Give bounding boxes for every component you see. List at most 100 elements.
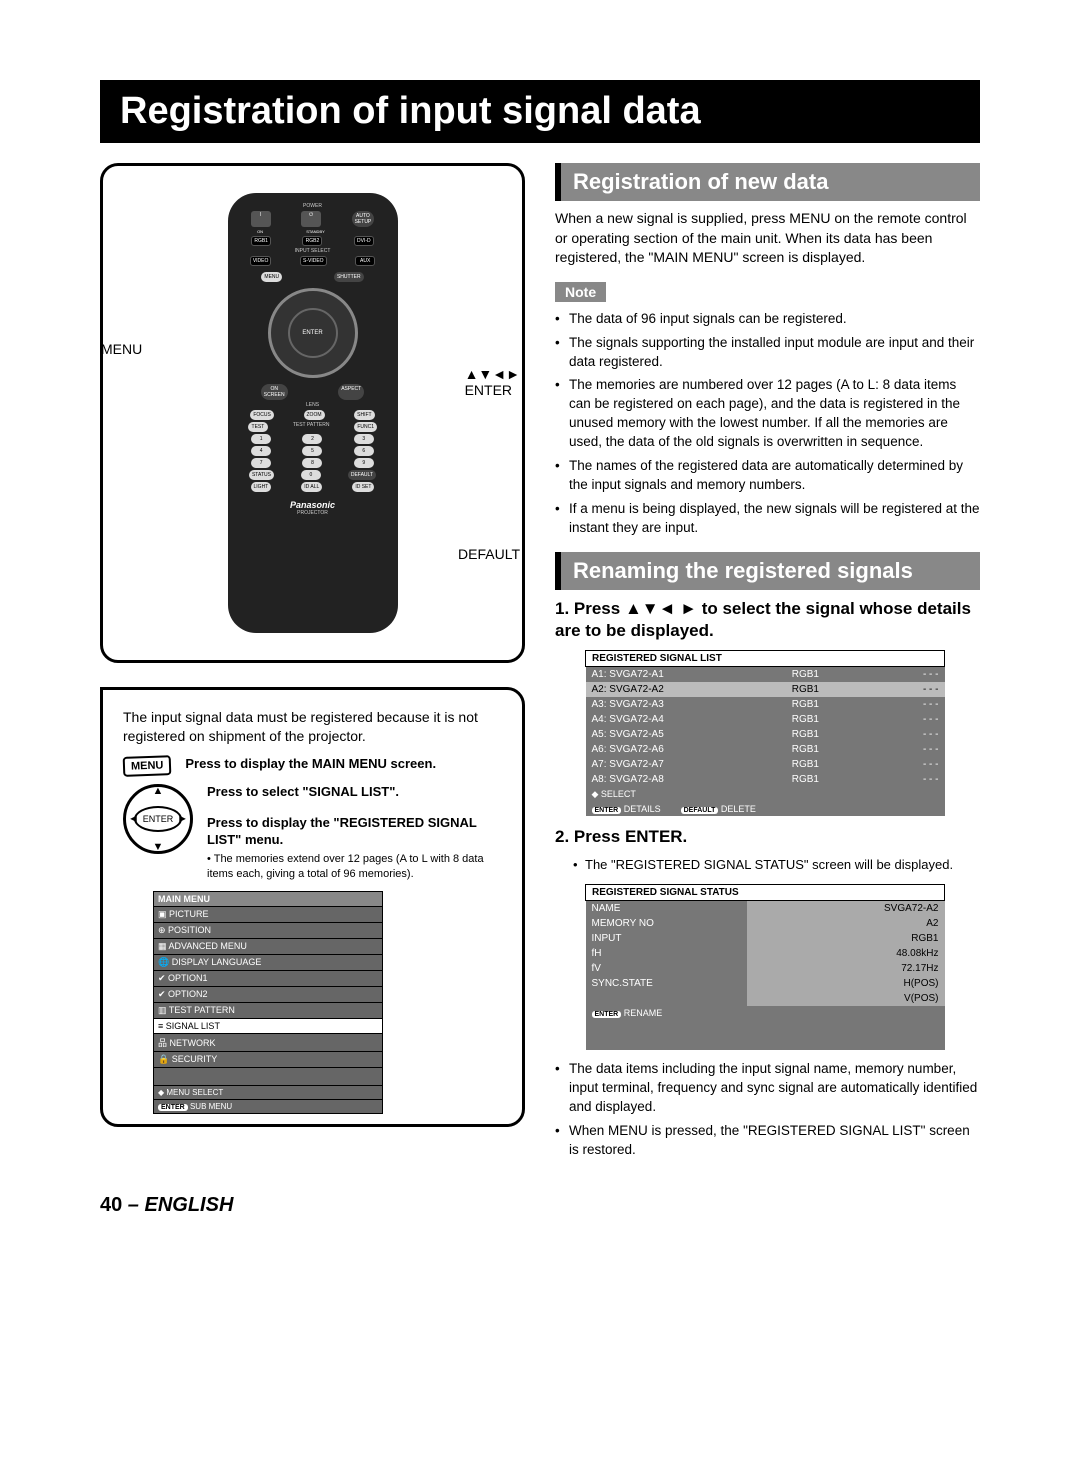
num-4: 4 (251, 446, 271, 456)
main-menu-item: 🌐 DISPLAY LANGUAGE (154, 955, 383, 971)
main-menu-item: 品 NETWORK (154, 1034, 383, 1052)
remote-btn-zoom: ZOOM (304, 410, 325, 420)
info-intro: The input signal data must be registered… (123, 708, 502, 746)
remote-btn-auto: AUTO SETUP (352, 211, 375, 227)
callout-arrows: ▲▼◄► ENTER (465, 366, 520, 398)
signal-row: A8: SVGA72-A8RGB1- - - (586, 772, 945, 787)
left-column: MENU ▲▼◄► ENTER DEFAULT POWER I ⏻ AUTO S… (100, 163, 525, 1174)
main-menu-item: ▥ TEST PATTERN (154, 1003, 383, 1019)
step2-heading: 2. Press ENTER. (555, 826, 980, 848)
lbl-lens: LENS (236, 402, 390, 408)
note-label: Note (555, 282, 606, 302)
page-footer: 40 – ENGLISH (100, 1194, 980, 1217)
remote-btn-aux: AUX (355, 256, 375, 266)
lbl-on: ON (257, 229, 263, 234)
num-3: 3 (354, 434, 374, 444)
note-item: The signals supporting the installed inp… (555, 334, 980, 372)
remote-btn-rgb1: RGB1 (251, 236, 271, 246)
remote-btn-dvi: DVI-D (354, 236, 374, 246)
notes-list: The data of 96 input signals can be regi… (555, 310, 980, 538)
signal-row: A6: SVGA72-A6RGB1- - - (586, 742, 945, 757)
lbl-standby: STANDBY (306, 229, 325, 234)
remote-btn-standby: ⏻ (301, 211, 321, 227)
signal-row: A7: SVGA72-A7RGB1- - - (586, 757, 945, 772)
after-item: The data items including the input signa… (555, 1060, 980, 1117)
remote-label-power: POWER (236, 203, 390, 209)
note-item: If a menu is being displayed, the new si… (555, 500, 980, 538)
main-menu-item: ⊕ POSITION (154, 923, 383, 939)
main-menu-item: ▣ PICTURE (154, 907, 383, 923)
num-7: 7 (251, 458, 271, 468)
signal-list-table: REGISTERED SIGNAL LIST A1: SVGA72-A1RGB1… (585, 650, 945, 816)
remote-btn-status: STATUS (249, 470, 274, 480)
main-menu-item: ≡ SIGNAL LIST (154, 1019, 383, 1034)
remote-btn-svideo: S-VIDEO (300, 256, 327, 266)
remote-btn-enter: ENTER (288, 308, 338, 358)
main-menu-item: ▦ ADVANCED MENU (154, 939, 383, 955)
num-9: 9 (354, 458, 374, 468)
remote-btn-rgb2: RGB2 (302, 236, 322, 246)
signal-row: A1: SVGA72-A1RGB1- - - (586, 666, 945, 682)
main-menu-table: MAIN MENU ▣ PICTURE⊕ POSITION▦ ADVANCED … (153, 891, 383, 1114)
status-footer: ENTER RENAME (586, 1006, 945, 1020)
status-row: NAMESVGA72-A2 (586, 901, 945, 917)
main-menu-item: 🔒 SECURITY (154, 1052, 383, 1068)
after-item: When MENU is pressed, the "REGISTERED SI… (555, 1122, 980, 1160)
main-menu-title: MAIN MENU (154, 892, 383, 907)
remote-btn-idall: ID ALL (301, 482, 322, 492)
step2-text: Press to select "SIGNAL LIST". (207, 784, 502, 801)
main-menu-footer1: ◆ MENU SELECT (154, 1086, 383, 1100)
remote-btn-default: DEFAULT (348, 470, 376, 480)
step2-sublist: The "REGISTERED SIGNAL STATUS" screen wi… (555, 856, 980, 874)
status-row: fH48.08kHz (586, 946, 945, 961)
main-menu-item: ✔ OPTION1 (154, 971, 383, 987)
remote-illustration: MENU ▲▼◄► ENTER DEFAULT POWER I ⏻ AUTO S… (100, 163, 525, 663)
remote-brand: Panasonic (236, 500, 390, 510)
lbl-input-select: INPUT SELECT (236, 248, 390, 254)
status-row: fV72.17Hz (586, 961, 945, 976)
remote-body: POWER I ⏻ AUTO SETUP ON STANDBY RGB1 RGB… (228, 193, 398, 633)
signal-row: A5: SVGA72-A5RGB1- - - (586, 727, 945, 742)
main-menu-footer2: ENTER SUB MENU (154, 1100, 383, 1114)
callout-default: DEFAULT (458, 546, 520, 562)
step1-heading: 1. Press ▲▼◄ ► to select the signal whos… (555, 598, 980, 642)
lbl-testpattern: TEST PATTERN (293, 422, 330, 432)
main-menu-item: ✔ OPTION2 (154, 987, 383, 1003)
signal-row: A4: SVGA72-A4RGB1- - - (586, 712, 945, 727)
signal-row: A3: SVGA72-A3RGB1- - - (586, 697, 945, 712)
remote-btn-shift: SHIFT (354, 410, 374, 420)
remote-btn-menu: MENU (261, 272, 282, 282)
step3-sub: • The memories extend over 12 pages (A t… (207, 852, 502, 881)
remote-dial: ENTER (268, 288, 358, 378)
num-2: 2 (302, 434, 322, 444)
remote-btn-focus: FOCUS (250, 410, 274, 420)
status-title: REGISTERED SIGNAL STATUS (586, 885, 945, 901)
signal-footer-actions: ENTER DETAILS DEFAULT DELETE (586, 802, 945, 816)
num-8: 8 (302, 458, 322, 468)
num-1: 1 (251, 434, 271, 444)
remote-btn-onscreen: ON SCREEN (261, 384, 288, 400)
after-bullets: The data items including the input signa… (555, 1060, 980, 1159)
remote-btn-on: I (251, 211, 271, 227)
signal-list-title: REGISTERED SIGNAL LIST (586, 650, 945, 666)
signal-footer-select: ◆ SELECT (586, 787, 945, 802)
num-5: 5 (302, 446, 322, 456)
note-item: The memories are numbered over 12 pages … (555, 376, 980, 452)
right-column: Registration of new data When a new sign… (555, 163, 980, 1174)
sec1-para: When a new signal is supplied, press MEN… (555, 209, 980, 268)
step1-text: Press to display the MAIN MENU screen. (185, 756, 436, 773)
remote-btn-aspect: ASPECT (338, 384, 364, 400)
remote-btn-idset: ID SET (352, 482, 374, 492)
status-row: V(POS) (586, 991, 945, 1006)
page-title: Registration of input signal data (100, 80, 980, 143)
num-0: 0 (301, 470, 321, 480)
remote-btn-func1: FUNC1 (354, 422, 377, 432)
step1-icon: MENU (123, 755, 172, 777)
step2-icon: ▲ ▼ ◄ ► ENTER (123, 784, 193, 854)
remote-btn-test: TEST (248, 422, 268, 432)
callout-menu: MENU (101, 341, 142, 357)
lbl-projector: PROJECTOR (236, 510, 390, 516)
step3-text: Press to display the "REGISTERED SIGNAL … (207, 815, 502, 849)
remote-btn-light: LIGHT (251, 482, 272, 492)
section-registration: Registration of new data (555, 163, 980, 201)
